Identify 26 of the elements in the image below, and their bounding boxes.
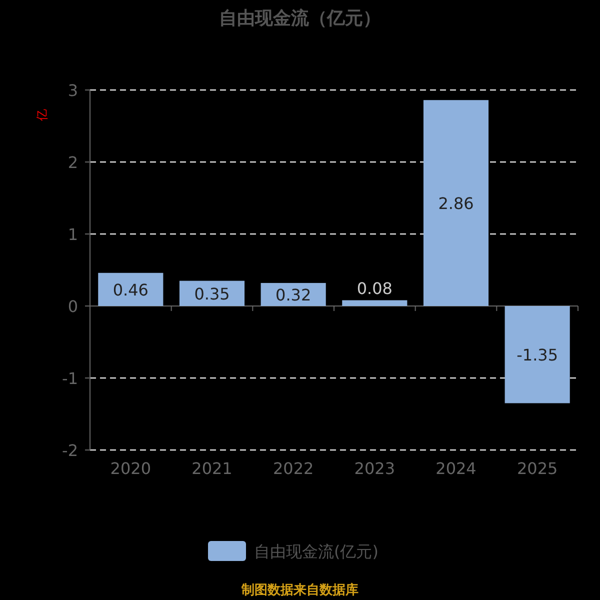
data-label: 0.08 xyxy=(356,279,392,298)
x-tick-label: 2023 xyxy=(354,459,396,478)
text: 制图数据来自数据库 xyxy=(240,582,358,598)
y-tick-label: 1 xyxy=(68,225,78,244)
data-label: 2.86 xyxy=(438,194,474,214)
x-tick-label: 2021 xyxy=(192,459,232,478)
bar xyxy=(504,306,570,404)
chart-title: 自由现金流（亿元） xyxy=(219,8,381,29)
data-label: -1.35 xyxy=(516,346,558,365)
bar xyxy=(98,272,164,306)
x-tick-label: 2022 xyxy=(272,459,314,478)
bar xyxy=(423,100,489,306)
data-label: 0.32 xyxy=(276,285,312,304)
y-tick-label: -1 xyxy=(62,369,78,388)
bar xyxy=(342,300,408,306)
y-axis-title: 亿 xyxy=(35,109,49,122)
y-tick-label: 3 xyxy=(68,81,78,100)
y-tick-label: 2 xyxy=(68,153,78,172)
x-tick-label: 2024 xyxy=(436,459,476,478)
data-label: 0.46 xyxy=(112,280,148,300)
x-tick-label: 2020 xyxy=(110,459,152,478)
x-tick-label: 2025 xyxy=(516,459,558,478)
y-tick-label: 0 xyxy=(68,297,78,316)
legend-label: 自由现金流(亿元) xyxy=(254,542,378,561)
y-tick-label: -2 xyxy=(62,441,78,460)
data-label: 0.35 xyxy=(194,284,230,304)
